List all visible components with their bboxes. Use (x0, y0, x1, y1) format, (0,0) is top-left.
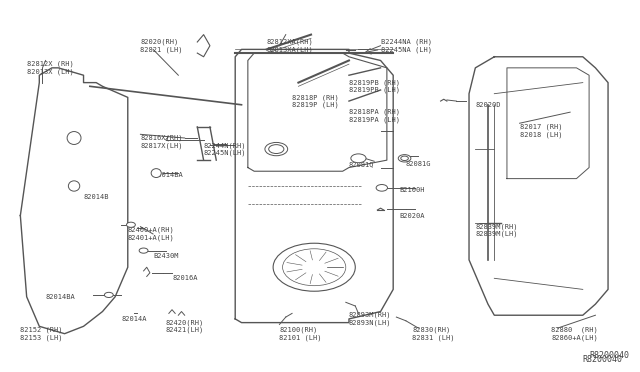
Circle shape (139, 248, 148, 253)
Ellipse shape (67, 132, 81, 144)
Circle shape (398, 155, 411, 162)
Circle shape (351, 154, 366, 163)
Text: 82081G: 82081G (406, 161, 431, 167)
Text: B2100H: B2100H (399, 187, 425, 193)
Text: B2244NA (RH)
82245NA (LH): B2244NA (RH) 82245NA (LH) (381, 39, 431, 53)
Text: 82818PA (RH)
82819PA (LH): 82818PA (RH) 82819PA (LH) (349, 109, 400, 123)
Text: 82081Q: 82081Q (349, 161, 374, 167)
Text: 82839M(RH)
82839M(LH): 82839M(RH) 82839M(LH) (476, 223, 518, 237)
Text: 82400+A(RH)
82401+A(LH): 82400+A(RH) 82401+A(LH) (128, 227, 175, 241)
Text: 82014B: 82014B (84, 194, 109, 200)
Text: 82014BA: 82014BA (153, 172, 183, 178)
Text: 82812XA(RH)
82813XA(LH): 82812XA(RH) 82813XA(LH) (267, 39, 314, 53)
Text: 82816X(RH)
82817X(LH): 82816X(RH) 82817X(LH) (140, 135, 183, 149)
Circle shape (265, 142, 287, 156)
Text: B2020A: B2020A (399, 212, 425, 218)
Circle shape (269, 145, 284, 154)
Text: 82819PB (RH)
82819PB (LH): 82819PB (RH) 82819PB (LH) (349, 79, 400, 93)
Text: 82017 (RH)
82018 (LH): 82017 (RH) 82018 (LH) (520, 124, 562, 138)
Text: R8200040: R8200040 (589, 350, 629, 359)
Text: 82152 (RH)
82153 (LH): 82152 (RH) 82153 (LH) (20, 327, 63, 341)
Text: 82020(RH)
82821 (LH): 82020(RH) 82821 (LH) (140, 39, 183, 53)
Circle shape (401, 156, 408, 161)
Text: R8200040: R8200040 (583, 355, 623, 364)
Text: 82893M(RH)
82893N(LH): 82893M(RH) 82893N(LH) (349, 312, 392, 326)
Text: 82014BA: 82014BA (45, 294, 76, 300)
Circle shape (376, 185, 387, 191)
Ellipse shape (151, 169, 161, 177)
Text: 82420(RH)
82421(LH): 82420(RH) 82421(LH) (166, 319, 204, 333)
Text: 82818P (RH)
82819P (LH): 82818P (RH) 82819P (LH) (292, 94, 339, 108)
Circle shape (104, 292, 113, 298)
Circle shape (127, 222, 136, 227)
Text: 82830(RH)
82831 (LH): 82830(RH) 82831 (LH) (412, 327, 454, 341)
Circle shape (283, 249, 346, 286)
Text: 82100(RH)
82101 (LH): 82100(RH) 82101 (LH) (280, 327, 322, 341)
Circle shape (273, 243, 355, 291)
Text: 82016A: 82016A (172, 275, 198, 281)
Text: 82014A: 82014A (122, 316, 147, 322)
Text: 82812X (RH)
82013X (LH): 82812X (RH) 82013X (LH) (27, 61, 74, 75)
Text: B2430M: B2430M (153, 253, 179, 259)
Text: 82880  (RH)
82860+A(LH): 82880 (RH) 82860+A(LH) (551, 327, 598, 341)
Text: 82020D: 82020D (476, 102, 501, 108)
Ellipse shape (68, 181, 80, 191)
Text: 82244N(RH)
82245N(LH): 82244N(RH) 82245N(LH) (204, 142, 246, 156)
